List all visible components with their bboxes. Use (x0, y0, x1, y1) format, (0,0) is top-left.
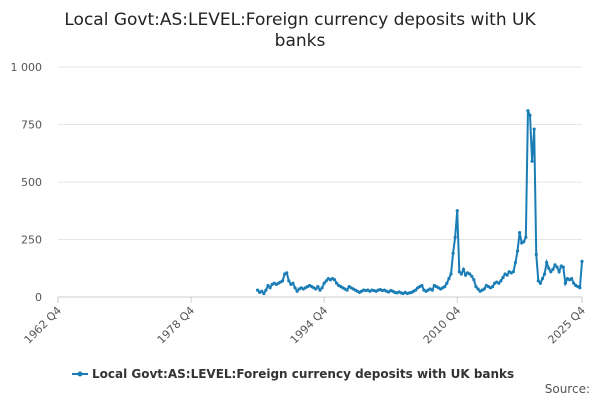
line (256, 110, 583, 296)
point (563, 281, 567, 285)
point (457, 270, 461, 274)
point (445, 281, 449, 285)
point (285, 271, 289, 275)
point (580, 259, 584, 263)
source: Source: (545, 382, 590, 396)
point (549, 270, 553, 274)
point (482, 287, 486, 291)
point (547, 266, 551, 270)
point (557, 270, 561, 274)
point (322, 281, 326, 285)
point (459, 272, 463, 276)
point (570, 277, 574, 281)
point (522, 240, 526, 244)
chart-title: Local Govt:AS:LEVEL:Foreign currency dep… (64, 10, 536, 51)
point (453, 235, 457, 239)
point (501, 275, 505, 280)
y-tick-label: 500 (21, 176, 42, 189)
point (526, 109, 530, 113)
point (511, 270, 515, 274)
point (528, 113, 532, 117)
point (443, 285, 447, 289)
y-tick-label: 0 (35, 291, 42, 304)
point (414, 288, 418, 292)
point (497, 281, 501, 285)
y-tick-label: 750 (21, 119, 42, 132)
point (538, 281, 543, 285)
point (545, 260, 549, 265)
point (561, 265, 565, 269)
point (499, 279, 503, 283)
point (293, 286, 297, 290)
point (287, 279, 291, 283)
point (551, 267, 555, 271)
x-tick-label: 1978 Q4 (155, 304, 198, 347)
point (518, 231, 522, 235)
legend-label: Local Govt:AS:LEVEL:Foreign currency dep… (92, 367, 514, 381)
point (345, 288, 349, 292)
point (461, 267, 466, 271)
point (515, 249, 520, 253)
x-tick-label: 2010 Q4 (421, 304, 464, 347)
point (260, 289, 264, 293)
point (449, 272, 453, 276)
point (291, 281, 295, 285)
point (262, 291, 266, 296)
point (474, 285, 478, 289)
point (295, 289, 299, 293)
point (324, 279, 328, 283)
point (540, 277, 545, 281)
x-tick-label: 1994 Q4 (288, 304, 331, 347)
point (524, 235, 528, 239)
x-tick-label: 1962 Q4 (22, 304, 65, 347)
point (447, 277, 451, 281)
point (555, 265, 559, 269)
point (542, 272, 547, 276)
point (318, 288, 322, 292)
point (280, 279, 285, 283)
point (314, 287, 318, 291)
point (536, 279, 540, 283)
point (316, 285, 320, 289)
point (256, 288, 260, 292)
point (572, 281, 576, 285)
point (472, 278, 476, 282)
point (476, 287, 480, 291)
point (505, 273, 509, 277)
point (420, 283, 424, 288)
point (463, 273, 468, 277)
point (430, 288, 434, 292)
point (332, 278, 337, 282)
x-tick-label: 2025 Q4 (546, 304, 589, 347)
point (553, 263, 557, 267)
point (490, 285, 495, 289)
point (578, 286, 582, 290)
point (335, 281, 339, 285)
point (470, 274, 474, 278)
point (530, 159, 534, 163)
point (532, 127, 536, 131)
point (468, 272, 472, 276)
legend-marker (77, 371, 83, 377)
y-tick-label: 250 (21, 234, 42, 247)
point (455, 209, 459, 213)
point (513, 260, 518, 265)
point (264, 288, 268, 292)
point (266, 283, 270, 288)
point (268, 286, 272, 290)
y-tick-label: 1 000 (11, 61, 43, 74)
point (320, 286, 324, 290)
point (534, 252, 538, 257)
point (451, 251, 455, 255)
